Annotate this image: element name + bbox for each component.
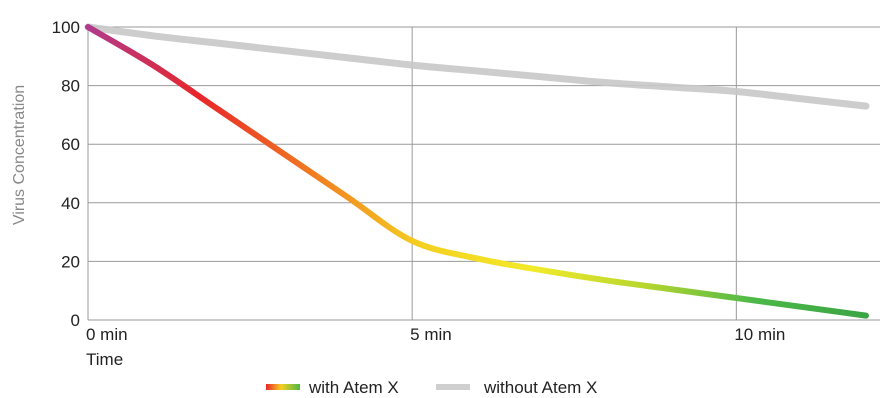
x-tick-labels: 0 min 5 min 10 min — [86, 325, 785, 344]
series-line-with-atem-x — [85, 24, 869, 319]
y-axis-title: Virus Concentration — [11, 85, 28, 225]
x-axis-title: Time — [86, 350, 123, 369]
legend-swatch-without-atem-x — [436, 384, 470, 390]
y-tick-label: 60 — [61, 135, 80, 154]
y-tick-labels: 0 20 40 60 80 100 — [52, 18, 80, 330]
y-tick-label: 80 — [61, 77, 80, 96]
legend: with Atem X without Atem X — [266, 378, 597, 397]
x-tick-label: 5 min — [410, 325, 452, 344]
legend-label-without-atem-x: without Atem X — [483, 378, 597, 397]
grid-lines — [87, 26, 880, 321]
series-line-without-atem-x — [84, 23, 870, 110]
y-tick-label: 0 — [71, 311, 80, 330]
y-tick-label: 40 — [61, 194, 80, 213]
legend-swatch-with-atem-x — [266, 384, 300, 390]
series-lines — [84, 23, 870, 319]
legend-label-with-atem-x: with Atem X — [308, 378, 399, 397]
y-tick-label: 100 — [52, 18, 80, 37]
x-tick-label: 10 min — [734, 325, 785, 344]
y-tick-label: 20 — [61, 252, 80, 271]
x-tick-label: 0 min — [86, 325, 128, 344]
